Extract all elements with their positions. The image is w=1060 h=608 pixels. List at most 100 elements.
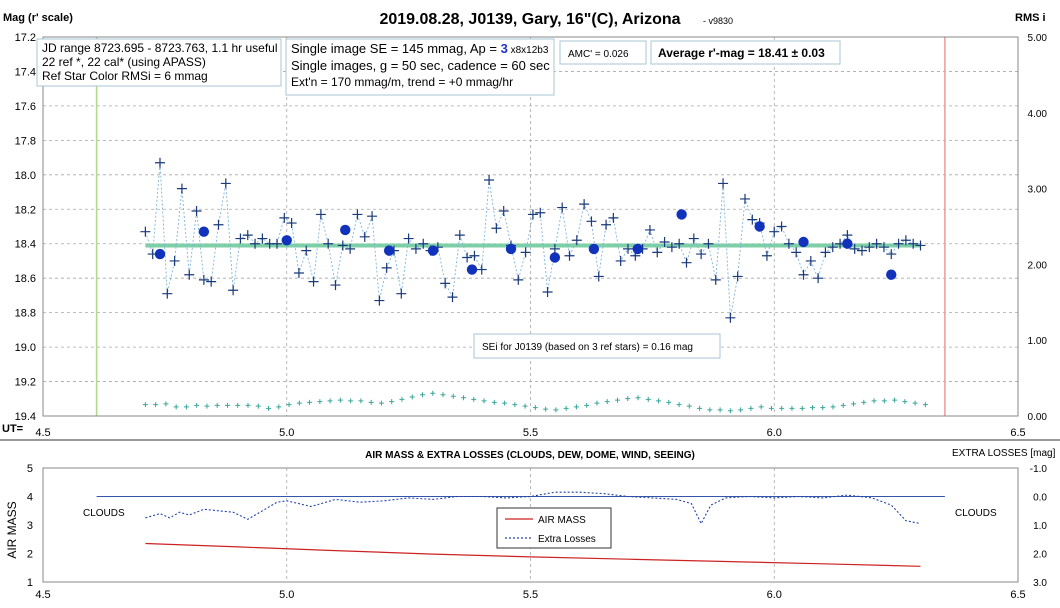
rms-point — [881, 398, 887, 404]
bottom-x-tick-label: 4.5 — [35, 589, 50, 601]
single-image-point — [776, 221, 787, 232]
single-image-point — [535, 207, 546, 218]
single-image-point — [418, 238, 429, 249]
single-image-point — [688, 233, 699, 244]
clouds-right-label: CLOUDS — [955, 508, 997, 519]
bottom-y-tick-label: 4 — [27, 492, 33, 504]
average-point — [549, 252, 561, 263]
rms-point — [440, 392, 446, 398]
single-image-point — [564, 250, 575, 261]
rms-point — [173, 404, 179, 410]
info-single-line3: Ext'n = 170 mmag/m, trend = +0 mmag/hr — [291, 75, 513, 89]
rms-point — [399, 396, 405, 402]
average-point — [886, 269, 897, 280]
rms-point — [912, 400, 918, 406]
info-box-average: Average r'-mag = 18.41 ± 0.03 — [650, 40, 841, 65]
info-single-line1: Single image SE = 145 mmag, Ap = 3 x8x12… — [291, 41, 549, 56]
single-image-series — [140, 157, 926, 323]
single-image-point — [871, 238, 882, 249]
rms-point — [204, 403, 210, 409]
info-box-sei: SEi for J0139 (based on 3 ref stars) = 0… — [473, 333, 721, 359]
top-y-tick-label: 18.8 — [15, 308, 36, 320]
single-image-point — [915, 240, 926, 251]
top-right-tick-label: 2.00 — [1028, 260, 1048, 271]
average-point — [676, 209, 687, 220]
single-image-point — [440, 278, 451, 289]
rms-point — [922, 402, 928, 408]
single-image-point — [571, 235, 582, 246]
rms-point — [758, 404, 764, 410]
info-jd-line2: 22 ref *, 22 cal* (using APASS) — [42, 55, 206, 69]
single-image-point — [513, 274, 524, 285]
average-point — [588, 243, 600, 255]
rms-point — [543, 406, 549, 412]
rms-point — [378, 400, 384, 406]
top-plot-frame — [42, 36, 1019, 417]
single-image-point — [293, 268, 304, 279]
top-chart-version: - v9830 — [703, 16, 733, 26]
average-point — [842, 238, 853, 249]
rms-point — [851, 401, 857, 407]
rms-point — [809, 405, 815, 411]
single-image-point — [250, 238, 261, 249]
rms-point — [625, 396, 631, 402]
single-image-point — [206, 276, 217, 287]
single-image-point — [703, 238, 714, 249]
single-image-point — [498, 205, 509, 216]
rms-point — [532, 405, 538, 411]
rms-point — [224, 402, 230, 408]
average-point — [154, 248, 166, 260]
rms-point — [892, 397, 898, 403]
single-image-point — [732, 271, 743, 282]
single-image-point — [681, 257, 692, 268]
average-point — [198, 226, 210, 237]
rms-point — [573, 404, 579, 410]
rms-point — [768, 405, 774, 411]
single-image-point — [601, 219, 612, 230]
single-image-point — [315, 209, 326, 220]
rms-point — [584, 402, 590, 408]
bottom-y-tick-label: 1 — [27, 577, 33, 589]
single-image-point — [674, 238, 685, 249]
info-jd-line3: Ref Star Color RMSi = 6 mmag — [42, 69, 208, 83]
rms-point — [235, 402, 241, 408]
average-point — [383, 245, 395, 256]
single-image-point — [805, 255, 816, 266]
rms-point — [830, 404, 836, 410]
rms-point — [840, 402, 846, 408]
average-point — [466, 264, 478, 275]
single-image-point — [827, 242, 838, 253]
bottom-x-tick-label: 6.0 — [767, 589, 782, 601]
info-sei: SEi for J0139 (based on 3 ref stars) = 0… — [482, 342, 693, 353]
single-image-point — [184, 269, 195, 280]
top-x-tick-label: 5.0 — [279, 427, 294, 439]
average-point — [427, 245, 439, 256]
top-y-tick-label: 17.8 — [15, 135, 36, 147]
single-image-point — [198, 274, 209, 285]
rms-point — [419, 392, 425, 398]
single-image-point — [330, 280, 341, 291]
single-image-point — [447, 292, 458, 303]
top-right-tick-label: 0.00 — [1028, 412, 1048, 423]
bottom-x-tick-label: 5.5 — [523, 589, 538, 601]
rms-point — [337, 397, 343, 403]
single-image-point — [849, 243, 860, 254]
rms-point — [266, 405, 272, 411]
top-vertical-lines — [95, 37, 946, 416]
bottom-chart-title: AIR MASS & EXTRA LOSSES (CLOUDS, DEW, DO… — [365, 450, 695, 461]
single-image-point — [593, 271, 604, 282]
single-image-point — [864, 242, 875, 253]
single-image-point — [579, 199, 590, 210]
top-right-ticks: 0.00 1.00 2.00 3.00 4.00 5.00 — [1028, 33, 1048, 423]
single-image-point — [272, 238, 282, 249]
rms-point — [563, 405, 569, 411]
bottom-right-tick-label: 1.0 — [1033, 521, 1047, 532]
rms-point — [245, 402, 251, 408]
rms-point — [142, 402, 148, 408]
top-y-tick-label: 18.0 — [15, 170, 36, 182]
top-right-tick-label: 4.00 — [1028, 109, 1048, 120]
single-image-point — [886, 249, 897, 260]
single-image-point — [381, 262, 392, 273]
top-chart-title: 2019.08.28, J0139, Gary, 16"(C), Arizona — [379, 11, 680, 28]
rms-point — [194, 402, 200, 408]
